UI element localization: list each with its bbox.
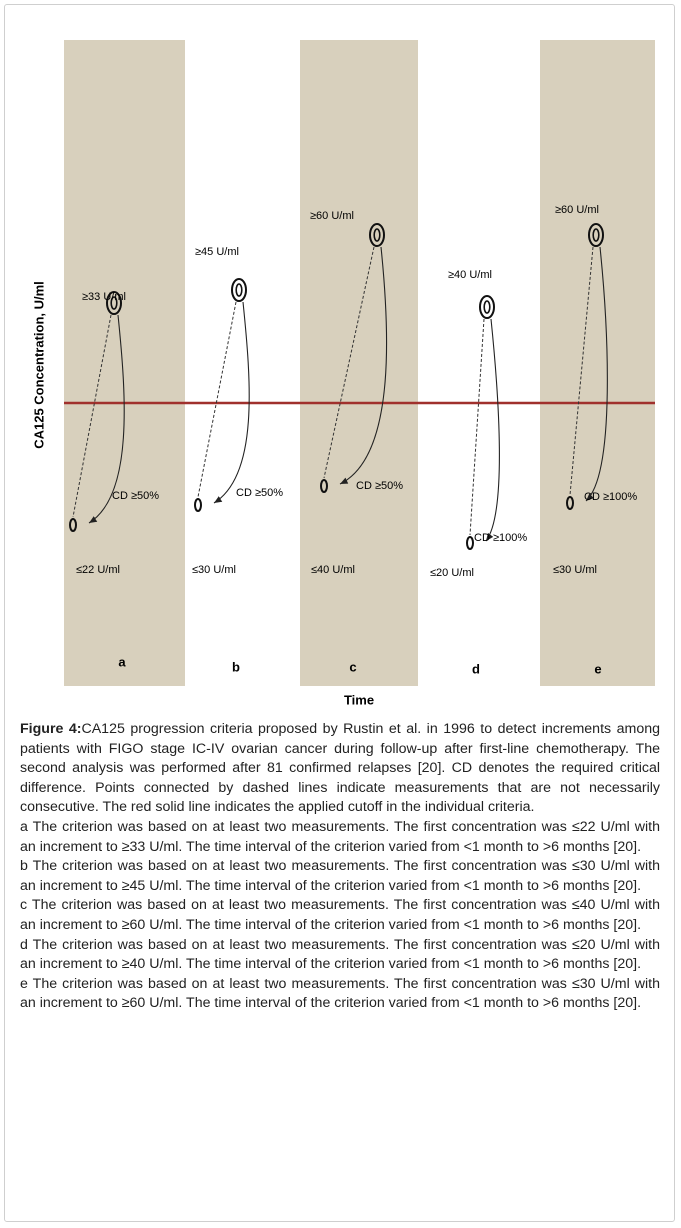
figure-frame — [4, 4, 675, 1222]
caption-main: Figure 4:CA125 progression criteria prop… — [20, 720, 660, 818]
caption-item: b The criterion was based on at least tw… — [20, 858, 660, 894]
caption-text: CA125 progression criteria proposed by R… — [20, 721, 660, 816]
cd-label: CD ≥100% — [474, 532, 527, 544]
upper-label: ≥60 U/ml — [310, 210, 354, 222]
lower-point — [466, 536, 474, 550]
panel-band — [64, 40, 185, 686]
upper-label: ≥33 U/ml — [82, 291, 126, 303]
cd-label: CD ≥100% — [584, 491, 637, 503]
cd-arrow — [485, 318, 500, 542]
panel-letter: a — [118, 654, 126, 669]
panel-letter: c — [349, 659, 356, 674]
upper-label: ≥40 U/ml — [448, 269, 492, 281]
upper-point-outer — [588, 223, 604, 247]
upper-point-outer — [106, 291, 122, 315]
panel-letter: b — [232, 659, 240, 674]
dashed-connector — [197, 301, 237, 498]
caption-label: Figure 4: — [20, 721, 82, 737]
cd-label: CD ≥50% — [112, 490, 159, 502]
y-axis-label: CA125 Concentration, U/ml — [31, 281, 46, 449]
cd-label: CD ≥50% — [236, 487, 283, 499]
panel-band — [540, 40, 655, 686]
upper-point-inner — [592, 228, 600, 242]
upper-point-inner — [235, 283, 243, 297]
upper-point-inner — [483, 300, 491, 314]
caption-item: d The criterion was based on at least tw… — [20, 936, 660, 973]
lower-point — [194, 498, 202, 512]
lower-label: ≤20 U/ml — [430, 567, 474, 579]
upper-point-inner — [373, 228, 381, 242]
upper-point-inner — [110, 296, 118, 310]
caption-item: a The criterion was based on at least tw… — [20, 818, 660, 855]
caption-item: e The criterion was based on at least tw… — [20, 975, 660, 1012]
dashed-connector — [569, 246, 594, 496]
lower-label: ≤40 U/ml — [311, 564, 355, 576]
caption: Figure 4:CA125 progression criteria prop… — [20, 720, 660, 1014]
lower-label: ≤30 U/ml — [553, 564, 597, 576]
panel-band — [185, 40, 300, 686]
cd-arrow — [213, 301, 250, 504]
lower-point — [69, 518, 77, 532]
caption-item: c The criterion was based on at least tw… — [20, 897, 660, 933]
upper-point-outer — [479, 295, 495, 319]
lower-point — [320, 479, 328, 493]
cd-arrow — [585, 246, 608, 502]
lower-label: ≤22 U/ml — [76, 564, 120, 576]
upper-point-outer — [231, 278, 247, 302]
cd-arrow — [88, 314, 125, 524]
upper-label: ≥45 U/ml — [195, 246, 239, 258]
dashed-connector — [72, 314, 112, 518]
dashed-connector — [323, 246, 375, 479]
panel-band — [300, 40, 418, 686]
lower-label: ≤30 U/ml — [192, 564, 236, 576]
upper-point-outer — [369, 223, 385, 247]
panel-letter: e — [594, 661, 601, 676]
upper-label: ≥60 U/ml — [555, 204, 599, 216]
cd-arrow — [339, 246, 388, 485]
dashed-connector — [469, 318, 485, 536]
cd-label: CD ≥50% — [356, 480, 403, 492]
figure: e CD ≥100% ≤30 U/ml ≥60 U/ml d CD ≥100% ≤20 U/… — [31, 40, 655, 707]
panel-band — [418, 40, 540, 686]
panel-letter: d — [472, 661, 480, 676]
x-axis-label: Time — [344, 692, 374, 707]
lower-point — [566, 496, 574, 510]
